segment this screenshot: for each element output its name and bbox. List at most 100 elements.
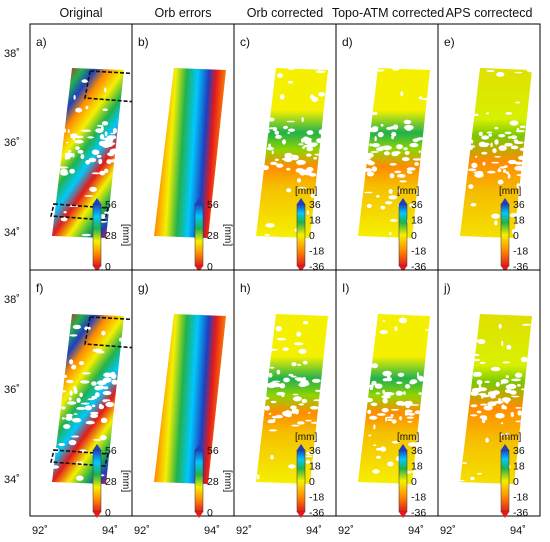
- panel-label: f): [36, 281, 43, 295]
- colorbar-unit: [mm]: [120, 224, 131, 246]
- lon-tick-label: 94˚: [102, 525, 118, 537]
- colorbar-arrow-bottom: [501, 266, 509, 272]
- colorbar-tick-label: 18: [513, 215, 525, 227]
- speckle-holes: [50, 324, 123, 481]
- lon-tick-label: 94˚: [306, 525, 322, 537]
- colorbar-ramp: [500, 449, 510, 513]
- colorbar-tick-label: 0: [411, 476, 417, 488]
- colorbar-unit: [mm]: [499, 432, 521, 443]
- colorbar-tick-label: -36: [411, 507, 426, 519]
- colorbar-tick-label: 0: [105, 261, 111, 273]
- colorbar-tick-label: 36: [513, 199, 525, 211]
- colorbar-ramp: [398, 203, 408, 267]
- colorbar: 56 28 0 [mm]: [194, 444, 233, 519]
- colorbar-ramp: [92, 203, 102, 267]
- map-panel: g) 56 28 0 [mm]: [131, 269, 235, 519]
- column-title: Orb corrected: [247, 6, 323, 20]
- colorbar-tick-label: 56: [105, 199, 117, 211]
- colorbar-tick-label: 28: [207, 476, 219, 488]
- colorbar-tick-label: 0: [309, 476, 315, 488]
- colorbar-ramp: [500, 203, 510, 267]
- panel-label: a): [36, 35, 47, 49]
- colorbar-ramp: [398, 449, 408, 513]
- colorbar-ramp: [296, 203, 306, 267]
- colorbar-arrow-top: [93, 198, 101, 204]
- colorbar-tick-label: 18: [411, 215, 423, 227]
- reference-box: [49, 449, 110, 467]
- colorbar-tick-label: 18: [309, 215, 321, 227]
- colorbar-tick-label: -18: [309, 246, 324, 258]
- lon-tick-label: 92˚: [236, 525, 252, 537]
- colorbar: 56 28 0 [mm]: [92, 198, 131, 273]
- colorbar-tick-label: 18: [309, 461, 321, 473]
- colorbar-tick-label: 18: [513, 461, 525, 473]
- colorbar-tick-label: 0: [411, 230, 417, 242]
- speckle-holes: [256, 321, 323, 480]
- lon-tick-label: 94˚: [408, 525, 424, 537]
- panel-label: g): [138, 281, 149, 295]
- colorbar-tick-label: 0: [207, 507, 213, 519]
- colorbar-unit: [mm]: [397, 432, 419, 443]
- colorbar-unit: [mm]: [222, 224, 233, 246]
- insar-swath: [460, 314, 532, 484]
- panel-label: h): [240, 281, 251, 295]
- lat-tick-label: 36˚: [4, 137, 20, 149]
- colorbar-tick-label: 36: [411, 445, 423, 457]
- column-title: APS correctecd: [446, 6, 533, 20]
- colorbar-arrow-top: [195, 444, 203, 450]
- colorbar-tick-label: -36: [309, 507, 324, 519]
- panel-label: I): [342, 281, 349, 295]
- colorbar-tick-label: -18: [513, 492, 528, 504]
- lat-tick-label: 38˚: [4, 48, 20, 60]
- lat-tick-label: 34˚: [4, 227, 20, 239]
- map-panel: I) 36 18 0 -18 -36 [mm]: [335, 269, 439, 519]
- insar-swath: [358, 314, 430, 484]
- colorbar-unit: [mm]: [397, 186, 419, 197]
- speckle-holes: [58, 67, 125, 237]
- colorbar-tick-label: 56: [105, 445, 117, 457]
- colorbar-ramp: [92, 449, 102, 513]
- colorbar-unit: [mm]: [222, 470, 233, 492]
- colorbar-arrow-top: [399, 198, 407, 204]
- colorbar-tick-label: 0: [309, 230, 315, 242]
- colorbar-tick-label: 28: [207, 230, 219, 242]
- lat-tick-label: 36˚: [4, 384, 20, 396]
- colorbar-arrow-top: [501, 198, 509, 204]
- colorbar-unit: [mm]: [499, 186, 521, 197]
- column-title: Topo-ATM corrected: [332, 6, 444, 20]
- colorbar: 36 18 0 -18 -36 [mm]: [295, 432, 324, 519]
- colorbar-tick-label: -18: [309, 492, 324, 504]
- colorbar-arrow-top: [93, 444, 101, 450]
- column-title: Orb errors: [155, 6, 212, 20]
- lon-tick-label: 94˚: [204, 525, 220, 537]
- colorbar-tick-label: -18: [411, 492, 426, 504]
- colorbar-arrow-top: [297, 198, 305, 204]
- column-title: Original: [59, 6, 102, 20]
- colorbar-arrow-bottom: [399, 266, 407, 272]
- latitude-axis: 38˚ 36˚ 34˚ 38˚ 36˚ 34˚: [4, 48, 20, 486]
- panel-grid: a) 56 28 0 [mm] b) 56 28 0 [mm] c) 36 18 0 -18 -36 [mm] d…: [29, 23, 541, 519]
- lon-tick-label: 92˚: [134, 525, 150, 537]
- colorbar: 56 28 0 [mm]: [194, 198, 233, 273]
- colorbar-tick-label: -18: [411, 246, 426, 258]
- speckle-holes: [362, 66, 429, 236]
- colorbar-tick-label: 36: [309, 445, 321, 457]
- panel-label: c): [240, 35, 250, 49]
- panel-label: e): [444, 35, 455, 49]
- colorbar-arrow-bottom: [399, 512, 407, 518]
- colorbar-tick-label: 0: [207, 261, 213, 273]
- colorbar-unit: [mm]: [295, 432, 317, 443]
- panel-label: b): [138, 35, 149, 49]
- colorbar-tick-label: 36: [411, 199, 423, 211]
- insar-swath: [154, 314, 226, 484]
- colorbar-tick-label: 36: [513, 445, 525, 457]
- colorbar-ramp: [296, 449, 306, 513]
- insar-swath: [256, 68, 328, 238]
- colorbar-arrow-bottom: [297, 512, 305, 518]
